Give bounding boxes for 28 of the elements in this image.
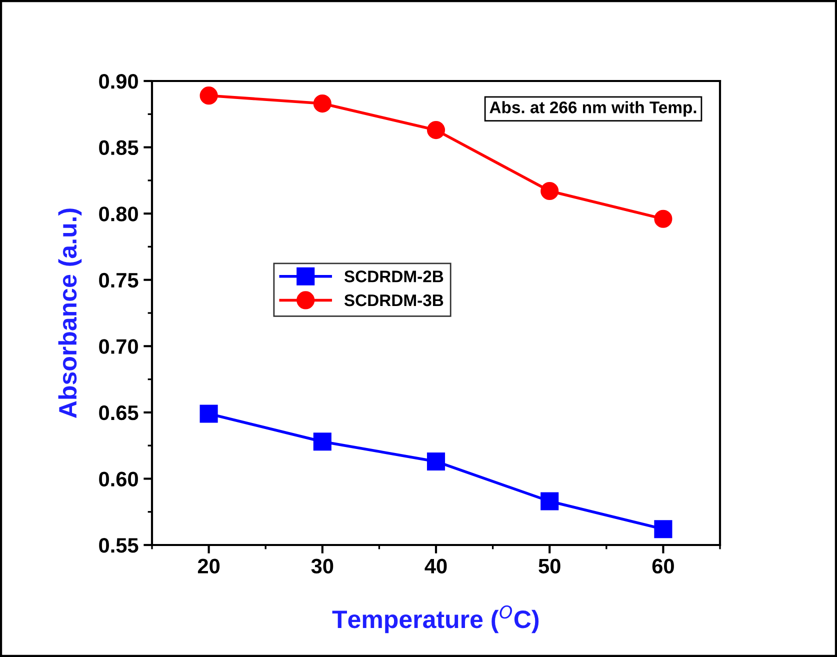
point — [200, 404, 218, 423]
x-tick-label: 60 — [652, 558, 674, 574]
y-tick-label: 0.75 — [99, 272, 138, 288]
point — [540, 492, 559, 510]
legend-label: SCDRDM-3B — [344, 294, 444, 306]
y-tick-label: 0.60 — [99, 472, 138, 486]
x-tick-label: 40 — [424, 558, 447, 574]
point — [426, 452, 446, 471]
y-tick-label: 0.65 — [99, 405, 138, 420]
point — [654, 210, 672, 228]
x-tick-label: 50 — [538, 558, 560, 574]
y-axis-title: Absorbance (a.u.) — [58, 208, 82, 418]
y-tick-label: 0.55 — [99, 538, 138, 553]
point — [426, 121, 446, 140]
point — [654, 520, 672, 538]
y-tick-label: 0.70 — [99, 339, 138, 354]
point — [313, 432, 332, 451]
y-tick-label: 0.80 — [99, 206, 138, 222]
y-tick-label: 0.90 — [99, 74, 138, 89]
point — [313, 94, 332, 113]
y-tick-label: 0.85 — [99, 140, 138, 156]
annotation: Abs. at 266 nm with Temp. — [490, 101, 696, 117]
x-axis-title: Temperature ($^{O}$C) — [332, 605, 539, 634]
point — [540, 182, 559, 200]
point — [200, 86, 218, 105]
x-tick-label: 30 — [311, 558, 334, 574]
x-tick-label: 20 — [198, 558, 220, 574]
legend-label: SCDRDM-2B — [344, 270, 444, 282]
